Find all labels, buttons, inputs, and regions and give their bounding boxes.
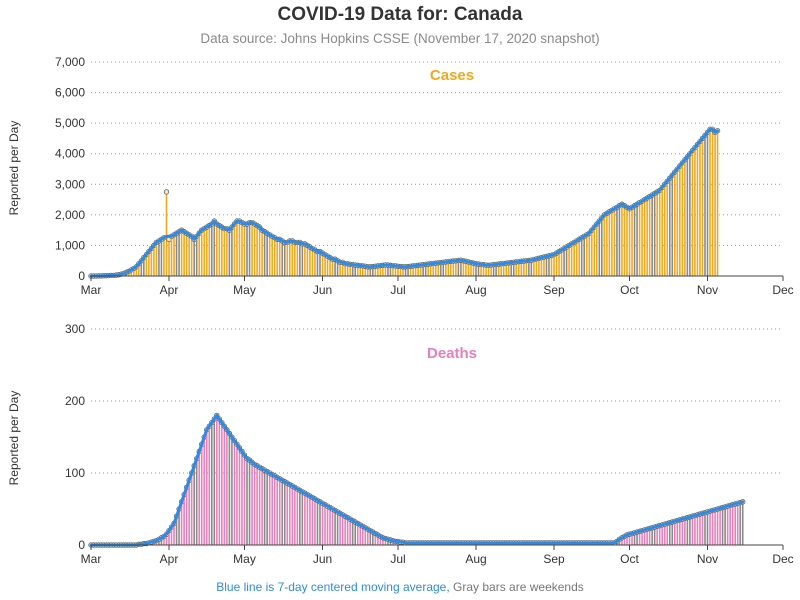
x-tick-label: Nov — [697, 283, 718, 297]
y-tick-label: 1,000 — [55, 238, 85, 252]
moving-average-line — [89, 413, 745, 547]
x-tick-label: Apr — [160, 552, 179, 566]
y-tick-label: 4,000 — [55, 147, 85, 161]
x-tick-label: Jun — [313, 552, 332, 566]
x-tick-label: May — [233, 552, 256, 566]
x-tick-label: Sep — [543, 283, 565, 297]
y-tick-label: 200 — [65, 394, 85, 408]
footnote: Blue line is 7-day centered moving avera… — [0, 580, 800, 594]
x-tick-label: Mar — [81, 283, 102, 297]
y-tick-label: 6,000 — [55, 86, 85, 100]
y-axis-label: Reported per Day — [7, 121, 21, 216]
y-tick-label: 0 — [78, 538, 85, 552]
moving-average-line — [89, 127, 720, 278]
x-tick-label: Jul — [390, 552, 405, 566]
x-tick-label: Dec — [772, 552, 793, 566]
footnote-moving-average-note: Blue line is 7-day centered moving avera… — [216, 580, 450, 594]
chart-panel-deaths: 0 100 200 300 Reported per Day Deaths Mar Apr Ma… — [7, 322, 794, 566]
page-title: COVID-19 Data for: Canada — [277, 4, 523, 25]
panel-title: Deaths — [427, 345, 477, 362]
bar-point — [163, 189, 170, 195]
x-tick-label: Oct — [620, 552, 639, 566]
x-tick-label: Apr — [160, 283, 179, 297]
y-tick-label: 3,000 — [55, 177, 85, 191]
panel-title: Cases — [430, 67, 474, 84]
x-tick-label: Jun — [313, 283, 332, 297]
x-tick-label: Oct — [620, 283, 639, 297]
x-tick-label: Mar — [81, 552, 102, 566]
y-tick-label: 5,000 — [55, 116, 85, 130]
footnote-weekend-note: Gray bars are weekends — [453, 580, 584, 594]
x-tick-label: Jul — [390, 283, 405, 297]
x-tick-label: Sep — [543, 552, 565, 566]
y-tick-label: 100 — [65, 466, 85, 480]
x-tick-label: May — [233, 283, 256, 297]
x-tick-label: Dec — [772, 283, 793, 297]
x-tick-label: Aug — [465, 283, 486, 297]
y-tick-label: 0 — [78, 269, 85, 283]
y-tick-label: 2,000 — [55, 208, 85, 222]
y-tick-label: 7,000 — [55, 55, 85, 69]
x-tick-label: Nov — [697, 552, 718, 566]
y-axis-label: Reported per Day — [7, 391, 21, 486]
page-subtitle: Data source: Johns Hopkins CSSE (Novembe… — [200, 31, 600, 46]
y-tick-label: 300 — [65, 322, 85, 336]
chart-panel-cases: 0 1,000 2,000 3,000 4,000 5,000 6,000 7,000 Repo… — [7, 55, 794, 297]
x-tick-label: Aug — [465, 552, 486, 566]
